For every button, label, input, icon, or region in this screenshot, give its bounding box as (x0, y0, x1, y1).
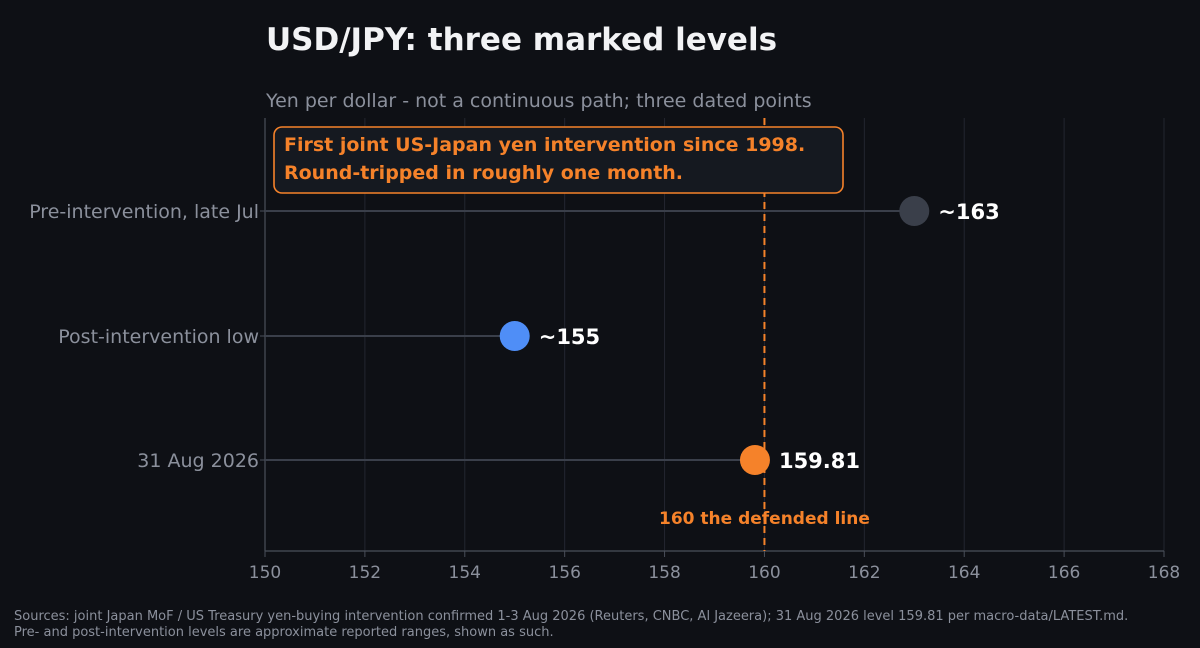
axes: 150 152 154 156 158 160 162 164 166 168 Pre-interv… (29, 118, 1180, 583)
x-tick-label: 164 (948, 563, 980, 583)
data-point (499, 321, 530, 351)
annotation-line-1: First joint US-Japan yen intervention si… (284, 134, 805, 156)
source-footnote: Sources: joint Japan MoF / US Treasury y… (14, 609, 1129, 640)
value-label: ~163 (938, 200, 999, 224)
x-tick-label: 158 (648, 563, 680, 583)
annotation-box (273, 126, 844, 194)
x-tick-label: 152 (349, 563, 381, 583)
x-tick-label: 162 (848, 563, 880, 583)
points (499, 196, 930, 475)
data-point (739, 445, 770, 475)
x-tick-label: 160 (748, 563, 780, 583)
x-tick-label: 150 (249, 563, 281, 583)
value-label: 159.81 (779, 449, 860, 473)
category-label: Post-intervention low (58, 326, 259, 348)
x-tick-label: 166 (1048, 563, 1080, 583)
reference-line-label: 160 the defended line (659, 509, 870, 529)
category-label: Pre-intervention, late Jul (29, 201, 259, 223)
category-label: 31 Aug 2026 (137, 450, 259, 472)
x-tick-label: 156 (548, 563, 580, 583)
value-label: ~155 (539, 325, 600, 349)
annotation: First joint US-Japan yen intervention si… (273, 126, 844, 194)
data-point (899, 196, 930, 226)
annotation-line-2: Round-tripped in roughly one month. (284, 162, 683, 184)
stems (265, 210, 915, 461)
chart: USD/JPY: three marked levels Yen per dol… (29, 22, 1180, 583)
x-tick-label: 168 (1148, 563, 1180, 583)
x-tick-label: 154 (449, 563, 481, 583)
chart-title: USD/JPY: three marked levels (266, 22, 777, 58)
chart-subtitle: Yen per dollar - not a continuous path; … (265, 90, 812, 112)
labels: ~163 ~155 159.81 (539, 200, 1000, 473)
